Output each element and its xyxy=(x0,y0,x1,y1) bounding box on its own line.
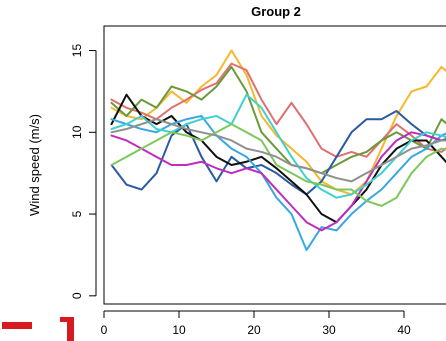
series-line-8 xyxy=(110,93,446,199)
red-fragment-bar xyxy=(2,322,32,329)
series-line-1 xyxy=(110,49,446,196)
x-tick-label: 30 xyxy=(322,323,336,337)
x-axis: 0 10 20 30 40 xyxy=(101,310,411,337)
x-tick-label: 20 xyxy=(247,323,261,337)
series-layer xyxy=(110,49,446,252)
series-line-10 xyxy=(110,118,446,183)
cropped-red-fragment xyxy=(2,317,74,341)
x-tick-label: 10 xyxy=(172,323,186,337)
series-line-9 xyxy=(110,123,446,207)
chart-title: Group 2 xyxy=(251,4,301,19)
red-fragment-stem xyxy=(67,317,74,341)
y-tick-label: 10 xyxy=(70,125,84,139)
series-line-4 xyxy=(110,110,446,196)
series-line-7 xyxy=(110,131,446,232)
y-tick-label: 15 xyxy=(70,44,84,58)
y-axis-label: Wind speed (m/s) xyxy=(27,114,42,216)
x-tick-label: 0 xyxy=(101,323,108,337)
y-axis: 0 5 10 15 xyxy=(70,44,97,299)
series-line-2 xyxy=(110,62,446,158)
y-tick-label: 0 xyxy=(70,292,84,299)
x-tick-label: 40 xyxy=(397,323,411,337)
y-tick-label: 5 xyxy=(70,210,84,217)
plot-frame xyxy=(103,25,446,305)
